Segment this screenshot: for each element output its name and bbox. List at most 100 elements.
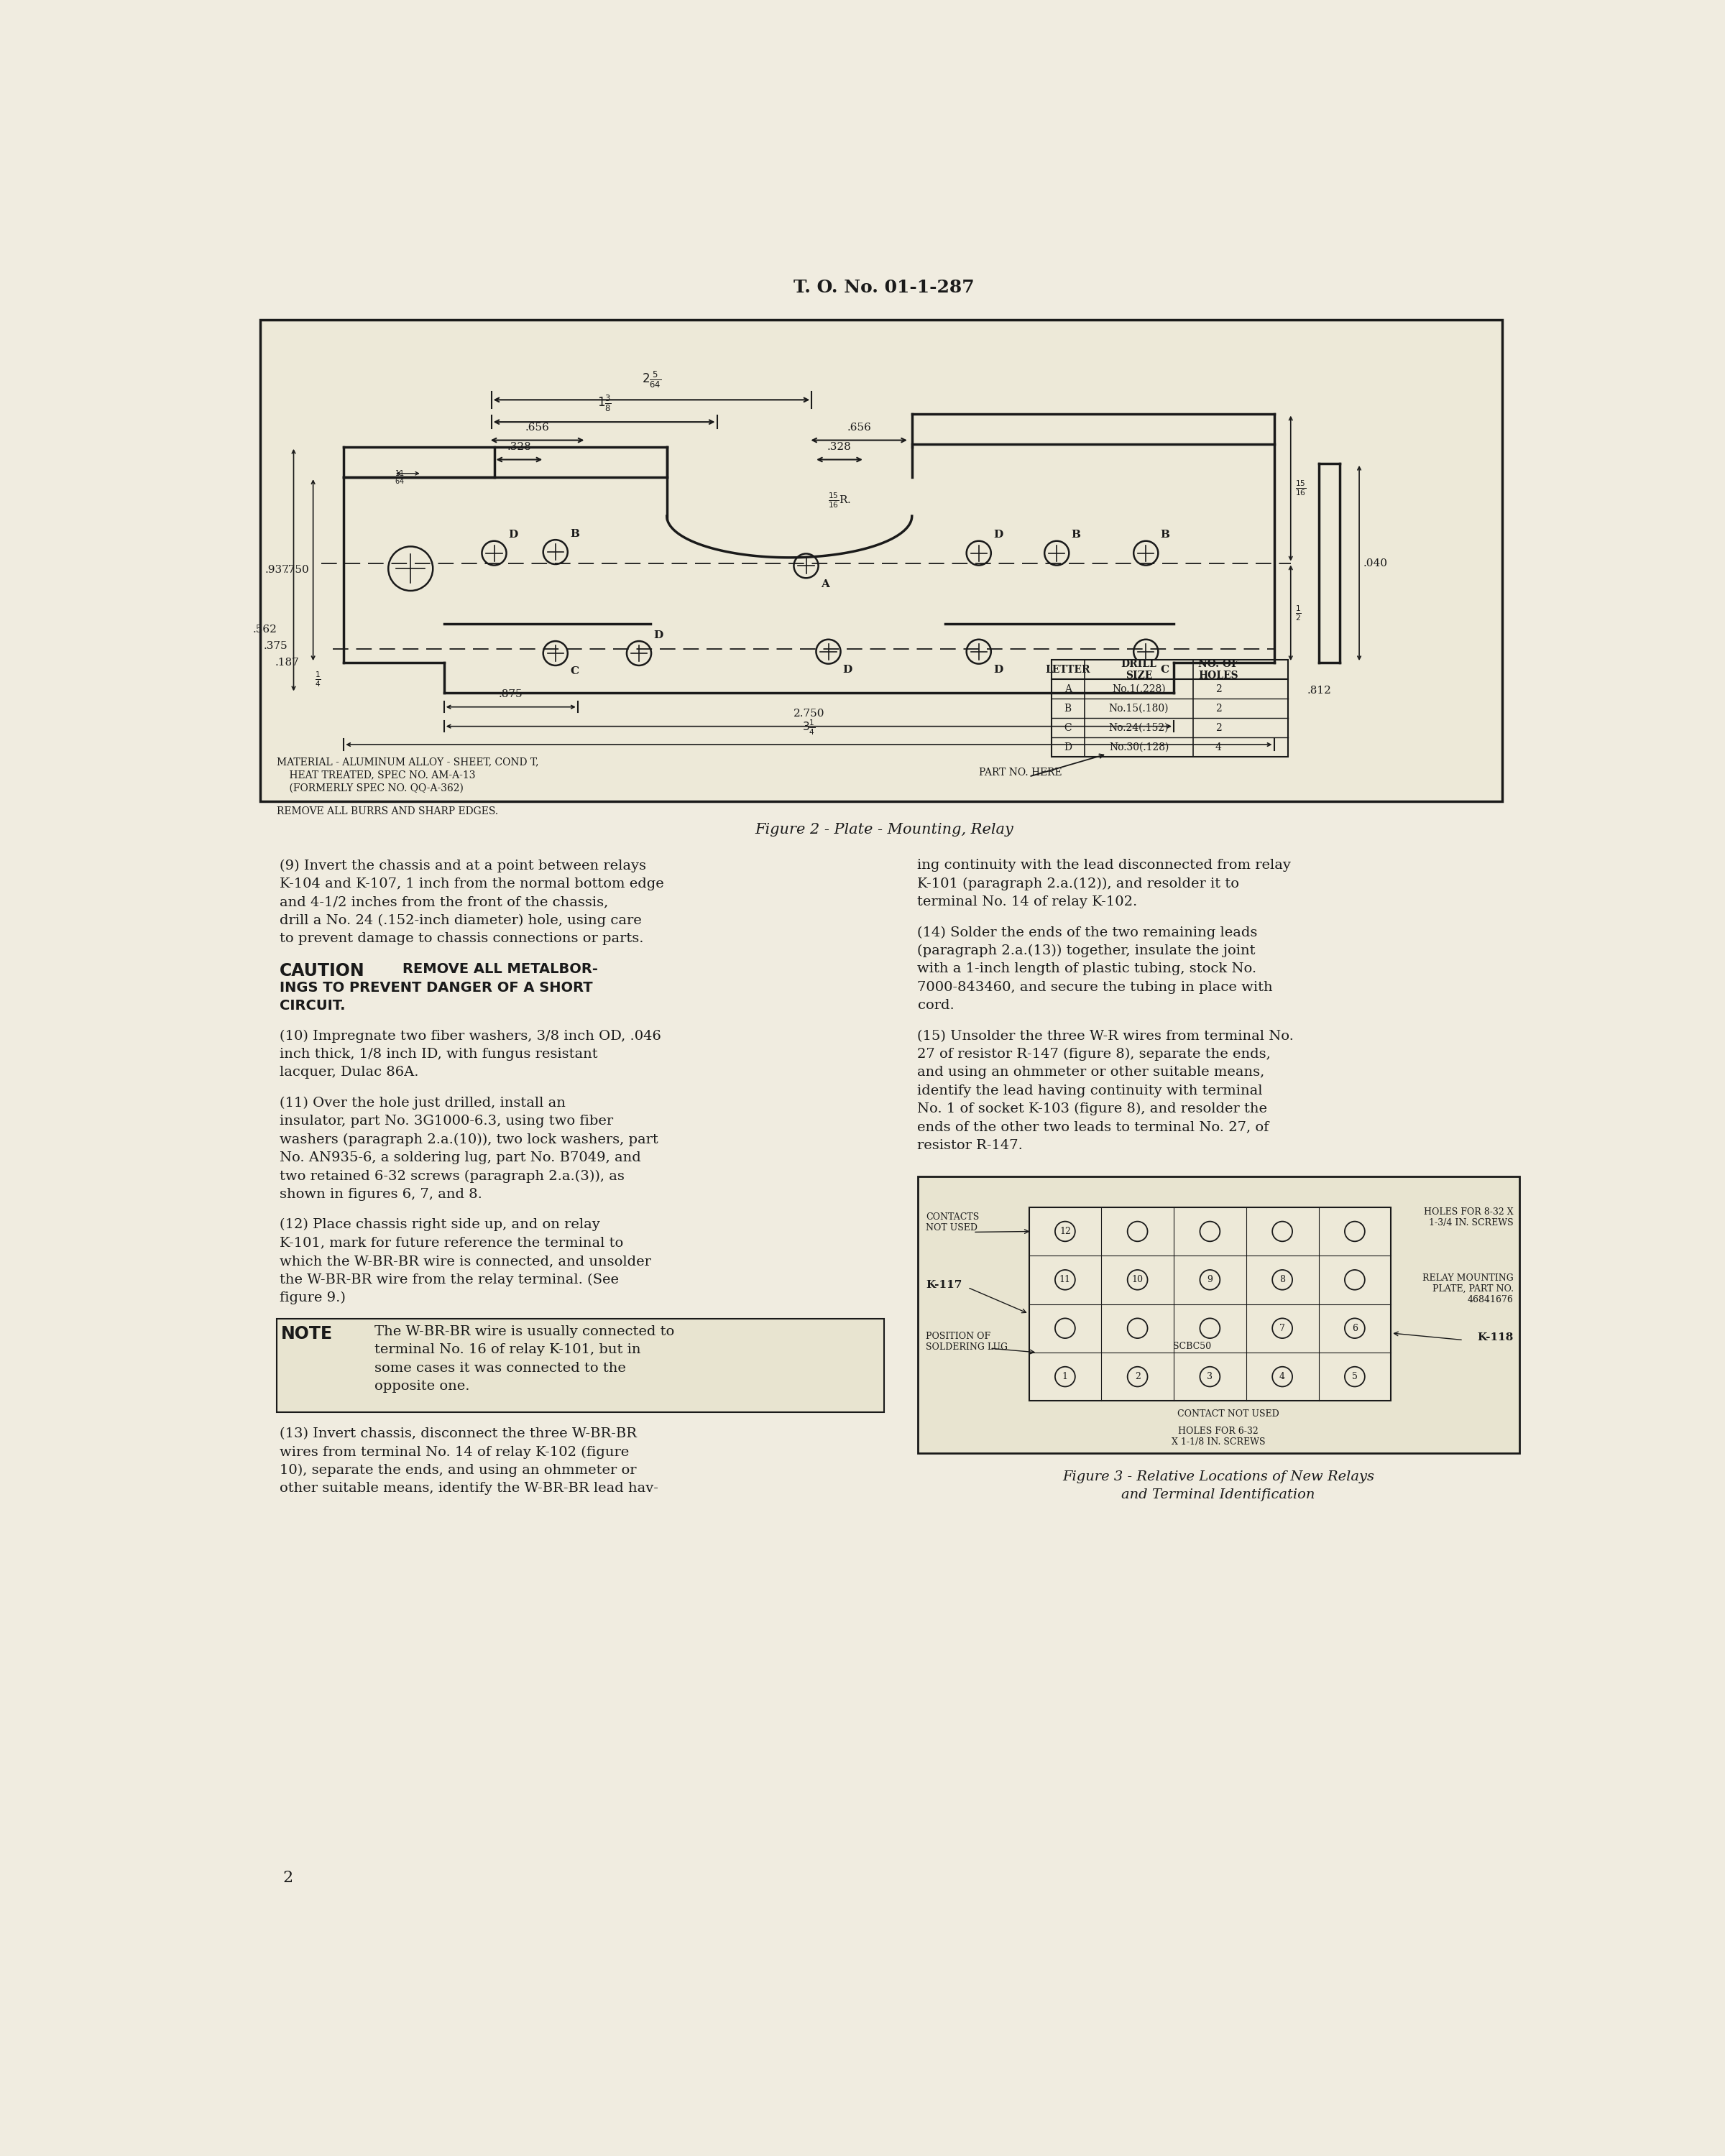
- Text: .328: .328: [507, 442, 531, 453]
- Text: T. O. No. 01-1-287: T. O. No. 01-1-287: [794, 278, 975, 295]
- Bar: [1051, 660, 1289, 757]
- Text: two retained 6-32 screws (paragraph 2.a.(3)), as: two retained 6-32 screws (paragraph 2.a.…: [279, 1169, 624, 1184]
- Text: 11: 11: [1059, 1274, 1071, 1285]
- Text: terminal No. 14 of relay K-102.: terminal No. 14 of relay K-102.: [918, 895, 1137, 908]
- Text: resistor R-147.: resistor R-147.: [918, 1138, 1023, 1151]
- Text: .750: .750: [285, 565, 309, 576]
- Text: Figure 3 - Relative Locations of New Relays
and Terminal Identification: Figure 3 - Relative Locations of New Rel…: [1063, 1470, 1375, 1501]
- Text: 2: 2: [283, 1869, 293, 1886]
- Text: HOLES FOR 8-32 X
1-3/4 IN. SCREWS: HOLES FOR 8-32 X 1-3/4 IN. SCREWS: [1423, 1207, 1513, 1227]
- Text: $\frac{15}{16}$: $\frac{15}{16}$: [1295, 479, 1306, 498]
- Text: K-118: K-118: [1477, 1332, 1513, 1343]
- Text: CAUTION: CAUTION: [279, 962, 366, 979]
- Text: REMOVE ALL BURRS AND SHARP EDGES.: REMOVE ALL BURRS AND SHARP EDGES.: [278, 806, 499, 817]
- Text: D: D: [994, 664, 1002, 675]
- Text: D: D: [509, 530, 518, 539]
- Text: No.1(.228): No.1(.228): [1113, 683, 1166, 694]
- Text: No.24(.152): No.24(.152): [1109, 722, 1170, 733]
- Text: inch thick, 1/8 inch ID, with fungus resistant: inch thick, 1/8 inch ID, with fungus res…: [279, 1048, 599, 1061]
- Text: No.30(.128): No.30(.128): [1109, 742, 1170, 752]
- Text: .187: .187: [274, 658, 298, 668]
- Text: some cases it was connected to the: some cases it was connected to the: [374, 1363, 626, 1376]
- Text: REMOVE ALL METALBOR-: REMOVE ALL METALBOR-: [402, 962, 597, 977]
- Text: 4: 4: [1214, 742, 1221, 752]
- Text: 8: 8: [1280, 1274, 1285, 1285]
- Text: 10), separate the ends, and using an ohmmeter or: 10), separate the ends, and using an ohm…: [279, 1464, 637, 1477]
- Text: figure 9.): figure 9.): [279, 1291, 345, 1304]
- Text: .040: .040: [1363, 558, 1387, 569]
- Text: DRILL
SIZE: DRILL SIZE: [1121, 660, 1157, 681]
- Text: and 4-1/2 inches from the front of the chassis,: and 4-1/2 inches from the front of the c…: [279, 895, 609, 908]
- Text: C: C: [1161, 664, 1170, 675]
- Text: 12: 12: [1059, 1227, 1071, 1235]
- Text: CIRCUIT.: CIRCUIT.: [279, 998, 345, 1013]
- Text: D: D: [844, 664, 852, 675]
- Text: CONTACT NOT USED: CONTACT NOT USED: [1176, 1410, 1278, 1419]
- Text: 6: 6: [1352, 1324, 1358, 1332]
- Text: .812: .812: [1308, 686, 1332, 696]
- Text: 4: 4: [1280, 1371, 1285, 1382]
- Text: K-104 and K-107, 1 inch from the normal bottom edge: K-104 and K-107, 1 inch from the normal …: [279, 877, 664, 890]
- Text: 2: 2: [1214, 703, 1221, 714]
- Text: MATERIAL - ALUMINUM ALLOY - SHEET, COND T,
    HEAT TREATED, SPEC NO. AM-A-13
  : MATERIAL - ALUMINUM ALLOY - SHEET, COND …: [278, 757, 538, 793]
- Text: NO. OF
HOLES: NO. OF HOLES: [1199, 660, 1239, 681]
- Bar: [1028, 1207, 1390, 1401]
- Text: cord.: cord.: [918, 998, 954, 1011]
- Text: (14) Solder the ends of the two remaining leads: (14) Solder the ends of the two remainin…: [918, 927, 1258, 940]
- Text: $2\frac{5}{64}$: $2\frac{5}{64}$: [642, 371, 661, 390]
- Text: 2: 2: [1214, 722, 1221, 733]
- Text: 9: 9: [1208, 1274, 1213, 1285]
- Text: Figure 2 - Plate - Mounting, Relay: Figure 2 - Plate - Mounting, Relay: [756, 824, 1013, 837]
- Text: 27 of resistor R-147 (figure 8), separate the ends,: 27 of resistor R-147 (figure 8), separat…: [918, 1048, 1271, 1061]
- Text: .375: .375: [264, 640, 288, 651]
- Text: .937: .937: [266, 565, 290, 576]
- Text: .656: .656: [524, 423, 550, 433]
- Text: 7000-843460, and secure the tubing in place with: 7000-843460, and secure the tubing in pl…: [918, 981, 1273, 994]
- Text: .875: .875: [499, 690, 523, 699]
- Text: B: B: [1071, 530, 1080, 539]
- Text: 2: 2: [1214, 683, 1221, 694]
- Text: $\frac{1}{2}$: $\frac{1}{2}$: [1295, 604, 1301, 623]
- Text: (11) Over the hole just drilled, install an: (11) Over the hole just drilled, install…: [279, 1097, 566, 1110]
- Text: shown in figures 6, 7, and 8.: shown in figures 6, 7, and 8.: [279, 1188, 483, 1201]
- Text: No. AN935-6, a soldering lug, part No. B7049, and: No. AN935-6, a soldering lug, part No. B…: [279, 1151, 642, 1164]
- Text: which the W-BR-BR wire is connected, and unsolder: which the W-BR-BR wire is connected, and…: [279, 1255, 652, 1268]
- Text: identify the lead having continuity with terminal: identify the lead having continuity with…: [918, 1084, 1263, 1097]
- Text: 7: 7: [1280, 1324, 1285, 1332]
- Text: ing continuity with the lead disconnected from relay: ing continuity with the lead disconnecte…: [918, 858, 1290, 871]
- Text: B: B: [1161, 530, 1170, 539]
- Bar: [260, 319, 1502, 802]
- Text: drill a No. 24 (.152-inch diameter) hole, using care: drill a No. 24 (.152-inch diameter) hole…: [279, 914, 642, 927]
- Bar: [918, 1177, 1520, 1453]
- Text: RELAY MOUNTING
PLATE, PART NO.
46841676: RELAY MOUNTING PLATE, PART NO. 46841676: [1423, 1274, 1513, 1304]
- Text: A: A: [821, 580, 830, 589]
- Text: INGS TO PREVENT DANGER OF A SHORT: INGS TO PREVENT DANGER OF A SHORT: [279, 981, 593, 994]
- Text: .328: .328: [828, 442, 852, 453]
- Text: No. 1 of socket K-103 (figure 8), and resolder the: No. 1 of socket K-103 (figure 8), and re…: [918, 1102, 1268, 1117]
- Text: $3\frac{1}{4}$: $3\frac{1}{4}$: [802, 718, 816, 737]
- Text: D: D: [654, 630, 662, 640]
- Text: K-117: K-117: [926, 1281, 963, 1289]
- Text: No.15(.180): No.15(.180): [1109, 703, 1170, 714]
- Text: (9) Invert the chassis and at a point between relays: (9) Invert the chassis and at a point be…: [279, 858, 647, 873]
- Text: 10: 10: [1132, 1274, 1144, 1285]
- Text: .562: .562: [252, 625, 278, 634]
- Text: NOTE: NOTE: [281, 1326, 333, 1343]
- Text: opposite one.: opposite one.: [374, 1380, 469, 1393]
- Text: SCBC50: SCBC50: [1173, 1341, 1211, 1352]
- Text: (10) Impregnate two fiber washers, 3/8 inch OD, .046: (10) Impregnate two fiber washers, 3/8 i…: [279, 1031, 661, 1044]
- Text: 2.750: 2.750: [794, 709, 825, 718]
- Text: D: D: [1064, 742, 1071, 752]
- Text: washers (paragraph 2.a.(10)), two lock washers, part: washers (paragraph 2.a.(10)), two lock w…: [279, 1134, 659, 1147]
- Text: D: D: [994, 530, 1002, 539]
- Text: to prevent damage to chassis connections or parts.: to prevent damage to chassis connections…: [279, 931, 643, 944]
- Text: HOLES FOR 6-32
X 1-1/8 IN. SCREWS: HOLES FOR 6-32 X 1-1/8 IN. SCREWS: [1171, 1427, 1264, 1447]
- Text: $\frac{11}{64}$: $\frac{11}{64}$: [395, 470, 405, 487]
- Text: (paragraph 2.a.(13)) together, insulate the joint: (paragraph 2.a.(13)) together, insulate …: [918, 944, 1256, 957]
- Text: 5: 5: [1352, 1371, 1358, 1382]
- Bar: [278, 1319, 885, 1412]
- Text: terminal No. 16 of relay K-101, but in: terminal No. 16 of relay K-101, but in: [374, 1343, 640, 1356]
- Text: with a 1-inch length of plastic tubing, stock No.: with a 1-inch length of plastic tubing, …: [918, 962, 1258, 975]
- Text: 1: 1: [1063, 1371, 1068, 1382]
- Text: $\frac{1}{4}$: $\frac{1}{4}$: [316, 671, 321, 688]
